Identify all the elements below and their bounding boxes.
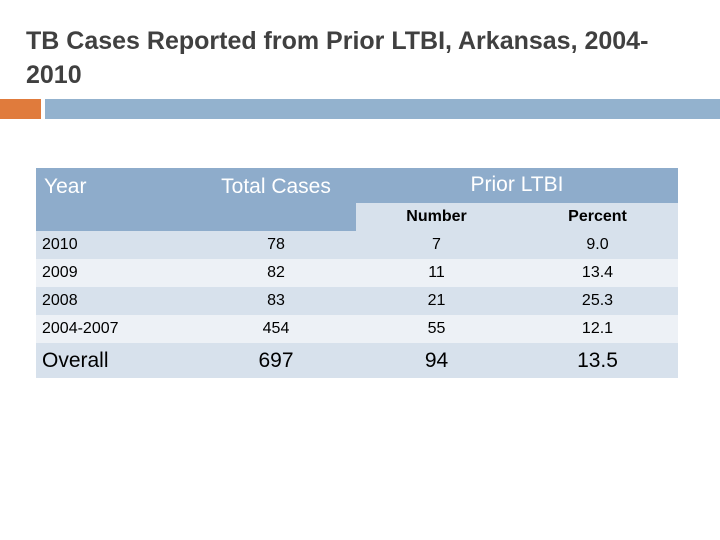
cell-number: 21 — [356, 287, 517, 315]
header-prior-ltbi: Prior LTBI — [356, 168, 678, 203]
tb-cases-table: Year Total Cases Prior LTBI Number Perce… — [36, 168, 678, 378]
cell-percent: 13.4 — [517, 259, 678, 287]
cell-year: 2004-2007 — [36, 315, 196, 343]
header-year: Year — [36, 168, 196, 231]
cell-number: 7 — [356, 231, 517, 259]
cell-number: 11 — [356, 259, 517, 287]
cell-percent: 25.3 — [517, 287, 678, 315]
accent-bar-blue — [45, 99, 720, 119]
cell-total: 454 — [196, 315, 356, 343]
cell-year: 2009 — [36, 259, 196, 287]
cell-percent: 12.1 — [517, 315, 678, 343]
cell-number: 94 — [356, 343, 517, 378]
cell-percent: 9.0 — [517, 231, 678, 259]
cell-year: 2010 — [36, 231, 196, 259]
table-row-overall: Overall 697 94 13.5 — [36, 343, 678, 378]
cell-total: 82 — [196, 259, 356, 287]
header-total-cases: Total Cases — [196, 168, 356, 231]
cell-total: 78 — [196, 231, 356, 259]
subheader-number: Number — [356, 202, 517, 231]
cell-total: 697 — [196, 343, 356, 378]
cell-year: Overall — [36, 343, 196, 378]
cell-number: 55 — [356, 315, 517, 343]
cell-total: 83 — [196, 287, 356, 315]
subheader-percent: Percent — [517, 202, 678, 231]
table-row: 2010 78 7 9.0 — [36, 231, 678, 259]
accent-bar-orange — [0, 99, 41, 119]
cell-year: 2008 — [36, 287, 196, 315]
cell-percent: 13.5 — [517, 343, 678, 378]
table-row: 2009 82 11 13.4 — [36, 259, 678, 287]
table-row: 2008 83 21 25.3 — [36, 287, 678, 315]
slide-title: TB Cases Reported from Prior LTBI, Arkan… — [26, 27, 649, 89]
table-row: 2004-2007 454 55 12.1 — [36, 315, 678, 343]
